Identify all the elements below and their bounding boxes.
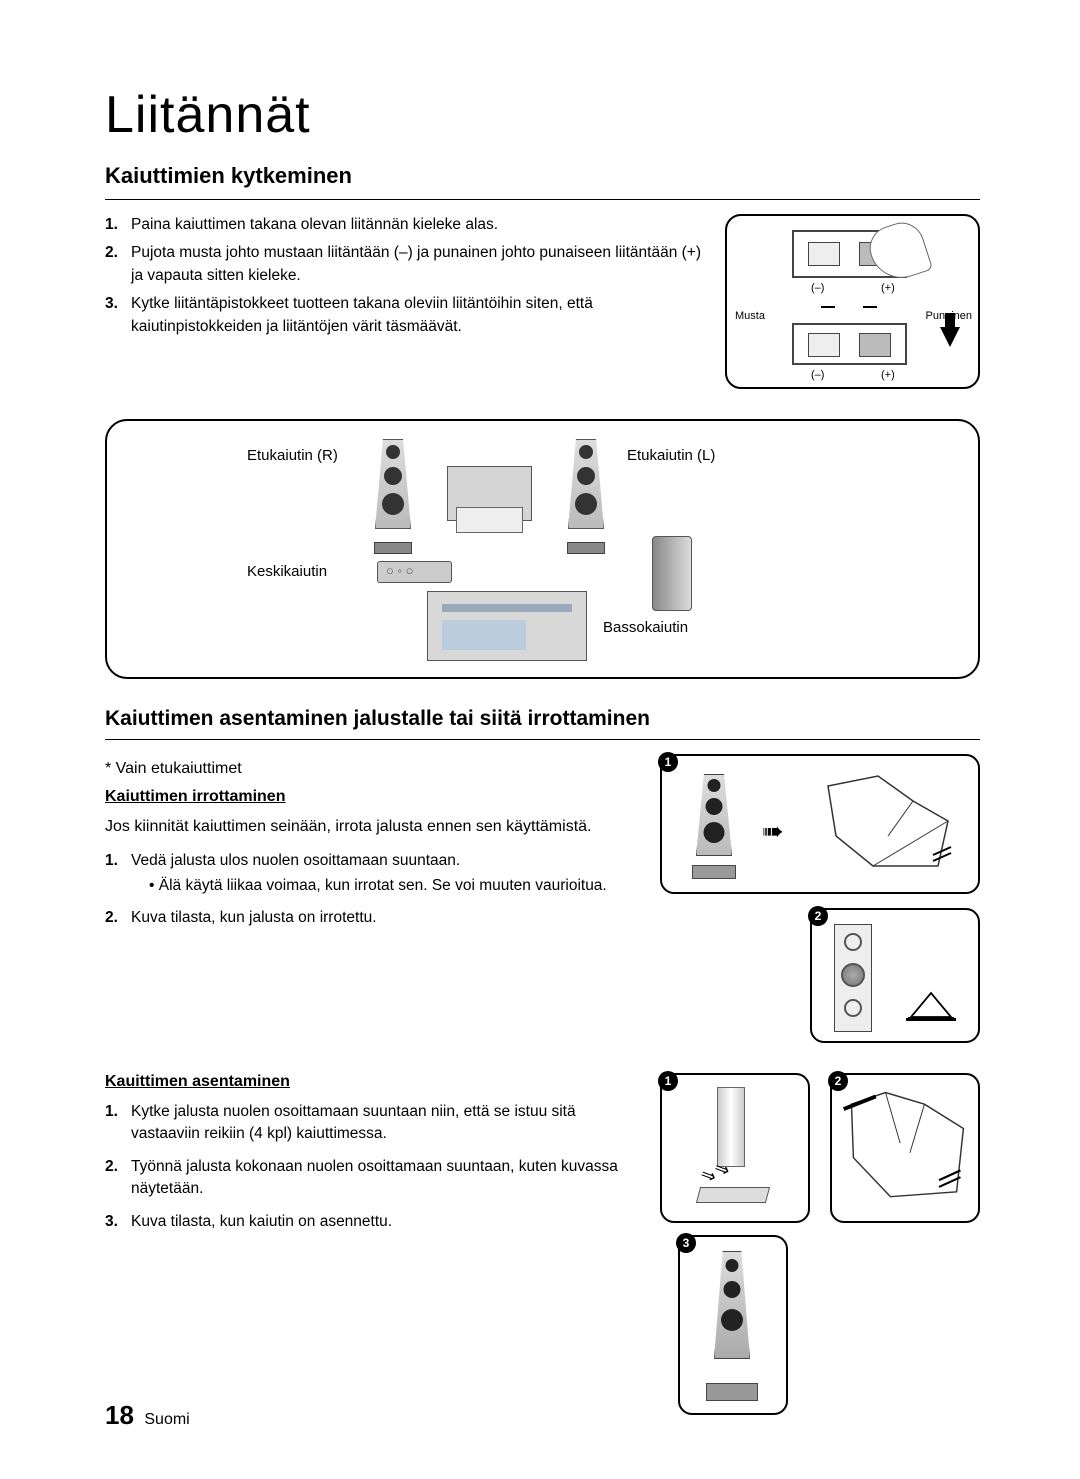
front-l-label: Etukaiutin (L)	[627, 447, 715, 464]
step-text: Vedä jalusta ulos nuolen osoittamaan suu…	[131, 852, 460, 869]
divider	[105, 199, 980, 200]
minus-label: (–)	[811, 369, 824, 381]
attach-fig-1: 1 ⇘⇘	[660, 1073, 810, 1223]
terminal-diagram: (–) (+) Musta Punainen (–) (+)	[725, 214, 980, 389]
step-text: Kuva tilasta, kun jalusta on irrotettu.	[131, 907, 377, 929]
step-text: Kytke jalusta nuolen osoittamaan suuntaa…	[131, 1101, 630, 1146]
receiver-icon	[447, 466, 532, 521]
step-num: 1.	[105, 1101, 131, 1146]
step-num: 3.	[105, 293, 131, 338]
page-title: Liitännät	[105, 85, 980, 145]
connect-steps: 1.Paina kaiuttimen takana olevan liitänn…	[105, 214, 705, 389]
badge-1-icon: 1	[658, 752, 678, 772]
page-number: 18	[105, 1400, 134, 1430]
detach-heading: Kaiuttimen irrottaminen	[105, 788, 630, 806]
page-lang: Suomi	[144, 1411, 189, 1428]
stand-icon	[906, 991, 956, 1021]
badge-1-icon: 1	[658, 1071, 678, 1091]
step-text: Työnnä jalusta kokonaan nuolen osoittama…	[131, 1156, 630, 1201]
badge-3-icon: 3	[676, 1233, 696, 1253]
wire-icon	[835, 298, 863, 318]
step-text: Paina kaiuttimen takana olevan liitännän…	[131, 214, 498, 236]
terminal-bottom-icon	[792, 323, 907, 365]
arrow-right-icon: ➠	[762, 816, 784, 847]
detach-steps: 1. Vedä jalusta ulos nuolen osoittamaan …	[105, 850, 630, 929]
hand-pull-icon	[818, 766, 958, 881]
front-only-note: * Vain etukaiuttimet	[105, 760, 630, 778]
attach-fig-2: 2	[830, 1073, 980, 1223]
section-stand-heading: Kaiuttimen asentaminen jalustalle tai si…	[105, 707, 980, 731]
base-plate-icon	[696, 1187, 770, 1203]
detach-intro: Jos kiinnität kaiuttimen seinään, irrota…	[105, 816, 630, 838]
step-text: Pujota musta johto mustaan liitäntään (–…	[131, 242, 705, 287]
attach-row: Kauittimen asentaminen 1.Kytke jalusta n…	[105, 1073, 980, 1418]
center-speaker-icon	[377, 561, 452, 583]
step-num: 2.	[105, 907, 131, 929]
row-steps-terminal: 1.Paina kaiuttimen takana olevan liitänn…	[105, 214, 980, 389]
step-num: 2.	[105, 1156, 131, 1201]
badge-2-icon: 2	[808, 906, 828, 926]
attach-steps: 1.Kytke jalusta nuolen osoittamaan suunt…	[105, 1101, 630, 1233]
section-speakers-heading: Kaiuttimien kytkeminen	[105, 163, 980, 189]
step-num: 1.	[105, 850, 131, 897]
plus-label: (+)	[881, 282, 895, 294]
step-num: 2.	[105, 242, 131, 287]
page-footer: 18 Suomi	[105, 1400, 190, 1431]
subwoofer-icon	[652, 536, 692, 611]
detach-fig-1: 1 ➠	[660, 754, 980, 894]
arrow-down-icon	[940, 327, 960, 347]
front-r-label: Etukaiutin (R)	[247, 447, 338, 464]
hand-push-icon	[832, 1075, 978, 1221]
divider	[105, 739, 980, 740]
step-text: Kytke liitäntäpistokkeet tuotteen takana…	[131, 293, 705, 338]
black-label: Musta	[735, 310, 765, 322]
step-text: Kuva tilasta, kun kaiutin on asennettu.	[131, 1211, 392, 1233]
speaker-icon	[692, 774, 736, 879]
center-label: Keskikaiutin	[247, 563, 327, 580]
attach-fig-3: 3	[678, 1235, 788, 1415]
attach-heading: Kauittimen asentaminen	[105, 1073, 630, 1091]
wiring-diagram: Etukaiutin (R) Etukaiutin (L) Keskikaiut…	[105, 419, 980, 679]
minus-label: (–)	[811, 282, 824, 294]
caution-bullet: Älä käytä liikaa voimaa, kun irrotat sen…	[131, 875, 607, 897]
step-num: 3.	[105, 1211, 131, 1233]
speaker-pillar-icon	[717, 1087, 745, 1167]
speaker-front-l-icon	[565, 439, 607, 554]
plus-label: (+)	[881, 369, 895, 381]
speaker-assembled-icon	[710, 1251, 754, 1401]
player-unit-icon	[427, 591, 587, 661]
sub-label: Bassokaiutin	[603, 619, 688, 636]
detach-row: * Vain etukaiuttimet Kaiuttimen irrottam…	[105, 754, 980, 1043]
step-num: 1.	[105, 214, 131, 236]
detach-fig-2: 2	[810, 908, 980, 1043]
speaker-no-stand-icon	[834, 924, 872, 1032]
speaker-front-r-icon	[372, 439, 414, 554]
